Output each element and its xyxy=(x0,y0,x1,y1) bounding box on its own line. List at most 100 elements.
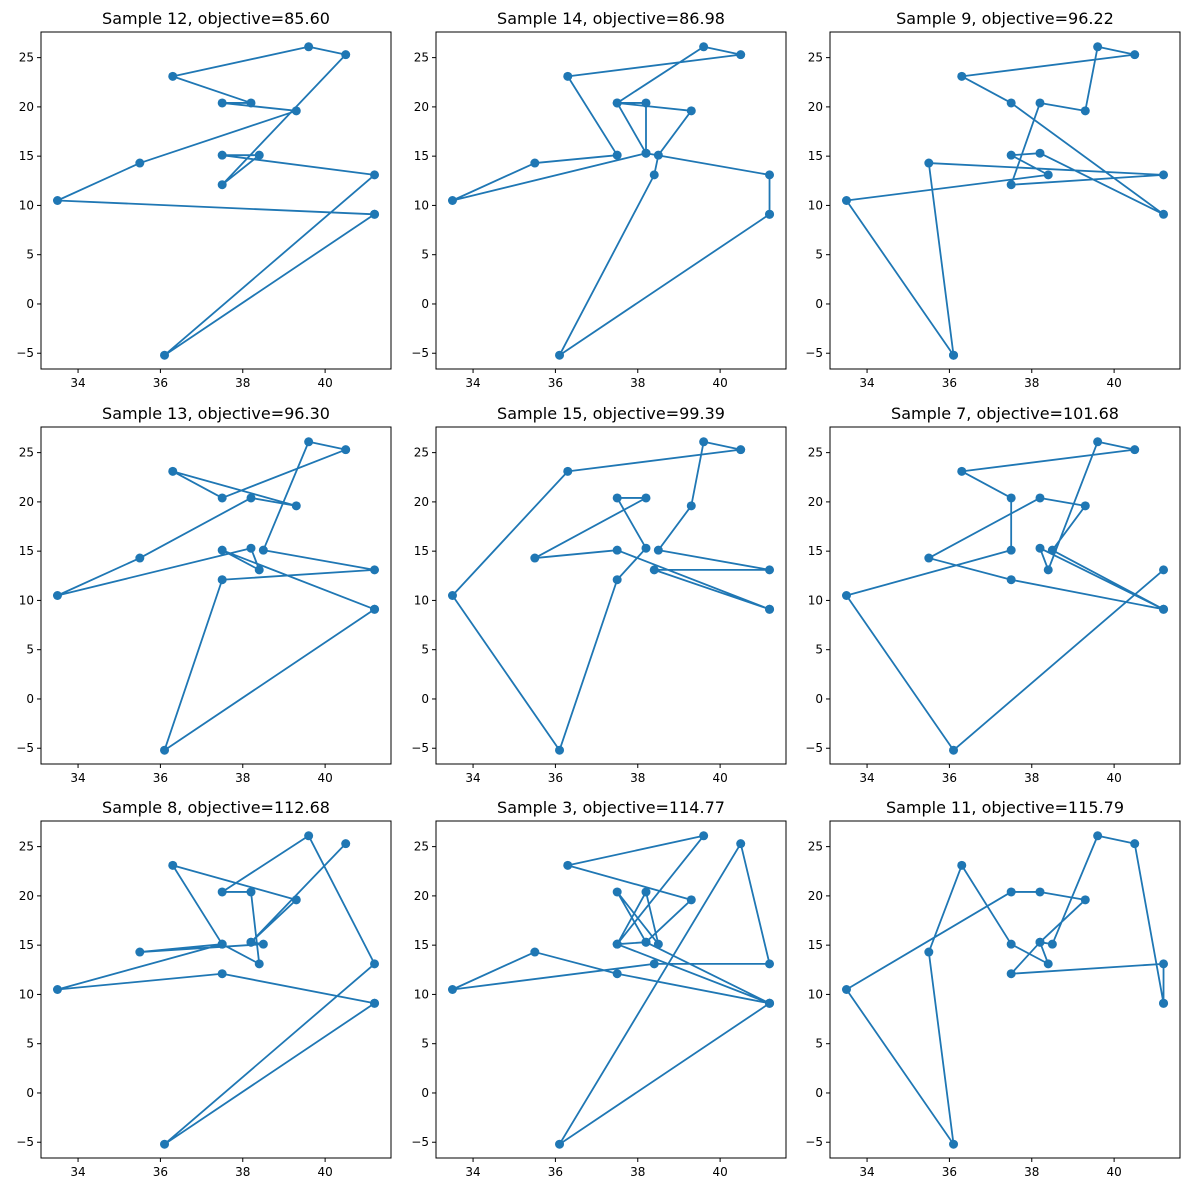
y-tick-label: 5 xyxy=(815,643,823,657)
y-tick-label: 15 xyxy=(19,544,34,558)
route-point xyxy=(649,170,659,180)
subplot-4: Sample 13, objective=96.30 34 36 38 40 −5 0 5 10… xyxy=(16,404,392,785)
y-tick-label: −5 xyxy=(16,346,34,360)
route-point xyxy=(563,860,573,870)
route-point xyxy=(258,939,268,949)
y-tick-label: 25 xyxy=(808,840,823,854)
x-tick-label: 40 xyxy=(1106,376,1121,390)
x-tick-label: 38 xyxy=(1024,771,1039,785)
y-tick-label: 10 xyxy=(19,198,34,212)
route-point xyxy=(1006,545,1016,555)
route-point xyxy=(304,831,314,841)
route-point xyxy=(641,148,651,158)
x-tick-label: 34 xyxy=(859,376,874,390)
x-tick-label: 34 xyxy=(70,1165,85,1179)
y-tick-label: 10 xyxy=(808,198,823,212)
y-tick-label: 0 xyxy=(26,1086,34,1100)
x-tick-label: 38 xyxy=(235,771,250,785)
y-tick-label: 0 xyxy=(815,297,823,311)
route-point xyxy=(530,553,540,563)
route-point xyxy=(1006,575,1016,585)
route-point xyxy=(1093,831,1103,841)
route-line xyxy=(451,440,771,752)
y-tick-label: 5 xyxy=(421,643,429,657)
x-tick-label: 36 xyxy=(942,771,957,785)
axes-frame xyxy=(435,31,787,370)
route-point xyxy=(1006,939,1016,949)
route-point xyxy=(258,545,268,555)
route-point xyxy=(736,50,746,60)
x-tick-label: 40 xyxy=(712,771,727,785)
route-point xyxy=(555,745,565,755)
route-point xyxy=(217,939,227,949)
route-point xyxy=(447,985,457,994)
route-point xyxy=(217,493,227,503)
route-point xyxy=(612,969,622,979)
subplot-7: Sample 8, objective=112.68 34 36 38 40 −5 0 5 10… xyxy=(16,798,392,1179)
route-point xyxy=(217,887,227,897)
x-tick-label: 40 xyxy=(712,1165,727,1179)
route-point xyxy=(949,1139,959,1149)
y-tick-label: 15 xyxy=(808,938,823,952)
route-point xyxy=(1043,959,1053,969)
route-point xyxy=(841,985,851,994)
y-tick-label: −5 xyxy=(16,1135,34,1149)
route-point xyxy=(1080,501,1090,511)
route-point xyxy=(563,466,573,476)
route-line xyxy=(451,834,771,1146)
subplot-title: Sample 9, objective=96.22 xyxy=(896,9,1114,28)
y-tick-label: 10 xyxy=(808,593,823,607)
route-point xyxy=(612,150,622,160)
route-point xyxy=(341,839,351,849)
route-point xyxy=(563,71,573,81)
route-point xyxy=(246,937,256,947)
route-point xyxy=(168,71,178,81)
y-tick-label: 0 xyxy=(421,297,429,311)
route-point xyxy=(1080,106,1090,116)
route-point xyxy=(1035,937,1045,947)
y-tick-label: 25 xyxy=(414,446,429,460)
route-point xyxy=(304,42,314,52)
route-point xyxy=(686,501,696,511)
route-point xyxy=(370,209,380,219)
route-line xyxy=(845,834,1165,1146)
y-tick-label: 5 xyxy=(815,1037,823,1051)
y-tick-label: 25 xyxy=(414,51,429,65)
y-tick-label: 15 xyxy=(19,938,34,952)
route-point xyxy=(254,565,264,575)
y-tick-label: 15 xyxy=(414,544,429,558)
y-tick-label: −5 xyxy=(16,741,34,755)
route-point xyxy=(765,604,775,614)
subplot-6: Sample 7, objective=101.68 34 36 38 40 −5 0 5 10… xyxy=(805,404,1181,785)
y-tick-label: 15 xyxy=(808,544,823,558)
route-point xyxy=(52,196,62,205)
y-tick-label: 25 xyxy=(808,51,823,65)
route-point xyxy=(1035,543,1045,553)
route-point xyxy=(641,98,651,108)
y-tick-label: 15 xyxy=(808,149,823,163)
route-point xyxy=(1035,148,1045,158)
route-point xyxy=(341,50,351,60)
x-tick-label: 38 xyxy=(1024,376,1039,390)
route-point xyxy=(217,180,227,190)
route-point xyxy=(641,493,651,503)
y-tick-label: 10 xyxy=(414,198,429,212)
y-tick-label: 5 xyxy=(815,248,823,262)
route-point xyxy=(1080,895,1090,905)
route-point xyxy=(924,158,934,168)
x-tick-label: 36 xyxy=(153,376,168,390)
route-point xyxy=(736,445,746,455)
route-point xyxy=(217,575,227,585)
route-point xyxy=(1130,839,1140,849)
axes-frame xyxy=(40,426,392,765)
y-tick-label: 0 xyxy=(815,1086,823,1100)
route-point xyxy=(699,42,709,52)
x-tick-label: 38 xyxy=(630,1165,645,1179)
route-point xyxy=(653,545,663,555)
route-point xyxy=(370,959,380,969)
subplot-9: Sample 11, objective=115.79 34 36 38 40 −5 0 5 1… xyxy=(805,798,1181,1179)
route-point xyxy=(957,466,967,476)
route-point xyxy=(1130,445,1140,455)
route-point xyxy=(52,591,62,600)
